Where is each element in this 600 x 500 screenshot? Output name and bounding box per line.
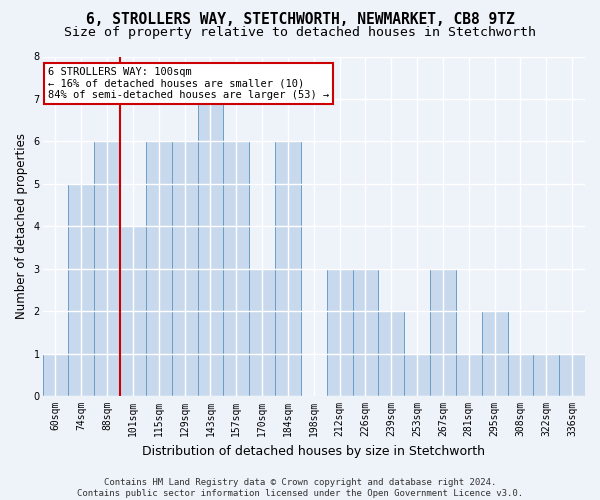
Bar [533,354,559,396]
Bar [275,142,301,396]
X-axis label: Distribution of detached houses by size in Stetchworth: Distribution of detached houses by size … [142,444,485,458]
Bar [172,142,197,396]
Bar [379,311,404,396]
Bar [430,268,456,396]
Bar [43,354,68,396]
Bar [508,354,533,396]
Bar [353,268,379,396]
Bar [327,268,353,396]
Bar [249,268,275,396]
Text: Size of property relative to detached houses in Stetchworth: Size of property relative to detached ho… [64,26,536,39]
Bar [223,142,249,396]
Text: Contains HM Land Registry data © Crown copyright and database right 2024.
Contai: Contains HM Land Registry data © Crown c… [77,478,523,498]
Bar [482,311,508,396]
Bar [68,184,94,396]
Text: 6 STROLLERS WAY: 100sqm
← 16% of detached houses are smaller (10)
84% of semi-de: 6 STROLLERS WAY: 100sqm ← 16% of detache… [48,66,329,100]
Bar [404,354,430,396]
Bar [120,226,146,396]
Bar [456,354,482,396]
Y-axis label: Number of detached properties: Number of detached properties [15,134,28,320]
Bar [559,354,585,396]
Bar [94,142,120,396]
Bar [146,142,172,396]
Text: 6, STROLLERS WAY, STETCHWORTH, NEWMARKET, CB8 9TZ: 6, STROLLERS WAY, STETCHWORTH, NEWMARKET… [86,12,514,28]
Bar [197,99,223,396]
